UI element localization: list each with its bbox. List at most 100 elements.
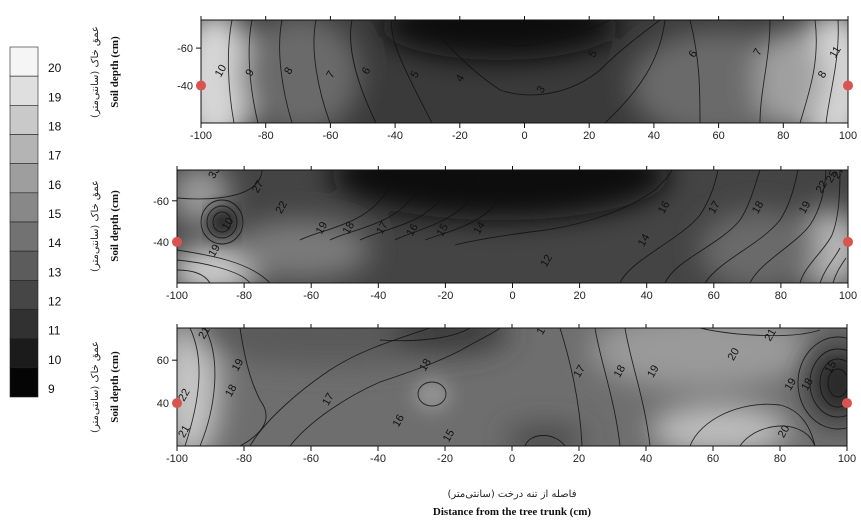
legend-label: 15	[48, 207, 62, 221]
contour-label: 14	[636, 232, 653, 249]
y-axis-title-1: عمق خاک (سانتی‌متر) Soil depth (cm)	[90, 26, 121, 118]
legend-label: 17	[48, 149, 62, 163]
x-tick-label: 20	[573, 290, 585, 302]
contour-label: 5	[408, 69, 421, 80]
contour-label: 15	[823, 359, 840, 376]
contour-label: 27	[250, 179, 267, 196]
contour-label: 18	[417, 357, 434, 374]
contour-label: 15	[441, 428, 458, 445]
x-tick-label: 100	[838, 453, 856, 465]
legend-swatch	[9, 46, 39, 77]
contour-label: 10	[220, 216, 237, 233]
contour-label: 10	[213, 63, 230, 80]
x-tick-label: 0	[509, 453, 515, 465]
contour-label: 7	[751, 47, 764, 58]
legend-swatch	[9, 338, 39, 369]
contour-label: 17	[706, 199, 723, 216]
x-tick-label: -80	[236, 453, 252, 465]
x-tick-label: -20	[452, 130, 468, 142]
contour-label: 22	[274, 199, 291, 216]
x-tick-label: -80	[236, 290, 252, 302]
x-tick-label: 0	[521, 130, 527, 142]
x-tick-label: -40	[387, 130, 403, 142]
x-tick-label: -20	[437, 453, 453, 465]
x-tick-label: 40	[641, 290, 653, 302]
contour-label: 6	[687, 48, 700, 59]
y-tick-label: 60	[157, 355, 169, 367]
contour-label: 19	[797, 199, 814, 216]
contour-label: 4	[454, 73, 467, 84]
contour-label: 7	[324, 69, 337, 80]
x-tick-label: 20	[573, 453, 585, 465]
contour-label: 16	[535, 320, 552, 337]
y-tick-label: -40	[153, 237, 169, 249]
contour-label: 8	[816, 69, 829, 80]
contour-label: 8	[282, 65, 295, 76]
sampling-point-marker	[172, 236, 182, 247]
contour-label: 22	[176, 387, 193, 404]
x-tick-label: 80	[775, 290, 787, 302]
y-tick-label: -60	[177, 43, 193, 55]
contour-label: 17	[571, 363, 588, 380]
contour-label: 11	[828, 44, 844, 60]
sampling-point-marker	[843, 80, 853, 91]
x-tick-label: 0	[509, 290, 515, 302]
svg-text:Soil depth (cm): Soil depth (cm)	[109, 351, 121, 423]
legend-label: 19	[48, 90, 62, 104]
svg-text:Soil depth (cm): Soil depth (cm)	[109, 36, 121, 108]
contour-label: 20	[776, 423, 793, 440]
contour-label: 3	[535, 84, 548, 95]
x-tick-label: 60	[707, 453, 719, 465]
contour-label: 18	[223, 383, 240, 400]
sampling-point-marker	[196, 80, 206, 91]
x-tick-label: 100	[839, 130, 857, 142]
x-tick-label: 60	[712, 130, 724, 142]
y-axis-title-3: عمق خاک (سانتی‌متر) Soil depth (cm)	[90, 341, 121, 433]
svg-text:عمق خاک (سانتی‌متر): عمق خاک (سانتی‌متر)	[90, 341, 101, 433]
svg-text:عمق خاک (سانتی‌متر): عمق خاک (سانتی‌متر)	[90, 180, 101, 272]
x-tick-label: 40	[640, 453, 652, 465]
legend-swatch	[9, 105, 39, 135]
x-tick-label: 20	[583, 130, 595, 142]
sampling-point-marker	[172, 398, 182, 409]
legend-label: 14	[48, 236, 62, 250]
legend-swatch	[9, 367, 39, 398]
contour-label: 19	[314, 220, 331, 237]
contour-label: 18	[750, 199, 767, 216]
sampling-point-marker	[843, 236, 853, 247]
x-tick-label: -60	[303, 453, 319, 465]
legend-swatch	[9, 192, 39, 223]
contour-label: 22	[814, 179, 831, 196]
contour-label: 14	[471, 220, 488, 237]
legend-label: 10	[48, 353, 62, 367]
legend-swatch	[9, 221, 39, 252]
legend-swatch	[9, 250, 39, 281]
legend-swatch	[9, 280, 39, 310]
x-tick-label: 100	[839, 290, 857, 302]
y-tick-label: -40	[177, 81, 193, 93]
x-tick-label: -60	[322, 130, 338, 142]
contour-label: 19	[230, 357, 247, 374]
y-tick-label: -60	[153, 196, 169, 208]
contour-label: 15	[435, 222, 452, 239]
sampling-point-marker	[842, 398, 852, 409]
contour-label: 17	[374, 220, 391, 237]
contour-label: 18	[341, 220, 358, 237]
x-tick-label: 80	[777, 130, 789, 142]
x-tick-label: -40	[370, 290, 386, 302]
contour-label: 21	[762, 327, 779, 344]
y-tick-label: 40	[157, 398, 169, 410]
x-axis-caption-fa: فاصله از تنه درخت (سانتی‌متر)	[447, 489, 576, 500]
legend-label: 16	[48, 178, 62, 192]
x-axis-caption-en: Distance from the tree trunk (cm)	[433, 506, 591, 518]
contour-panel-1: 10 9 8 7 6 5 4 3 5 6 7 8 11 -100 -80 -60 -40 -20 0 20 40 60 8…	[177, 16, 857, 142]
contour-label: 12	[539, 253, 556, 270]
x-tick-label: 40	[648, 130, 660, 142]
legend-label: 18	[48, 120, 62, 134]
x-tick-label: -80	[258, 130, 274, 142]
legend-label: 20	[48, 61, 62, 75]
x-tick-label: 60	[708, 290, 720, 302]
contour-label: 20	[726, 346, 743, 363]
